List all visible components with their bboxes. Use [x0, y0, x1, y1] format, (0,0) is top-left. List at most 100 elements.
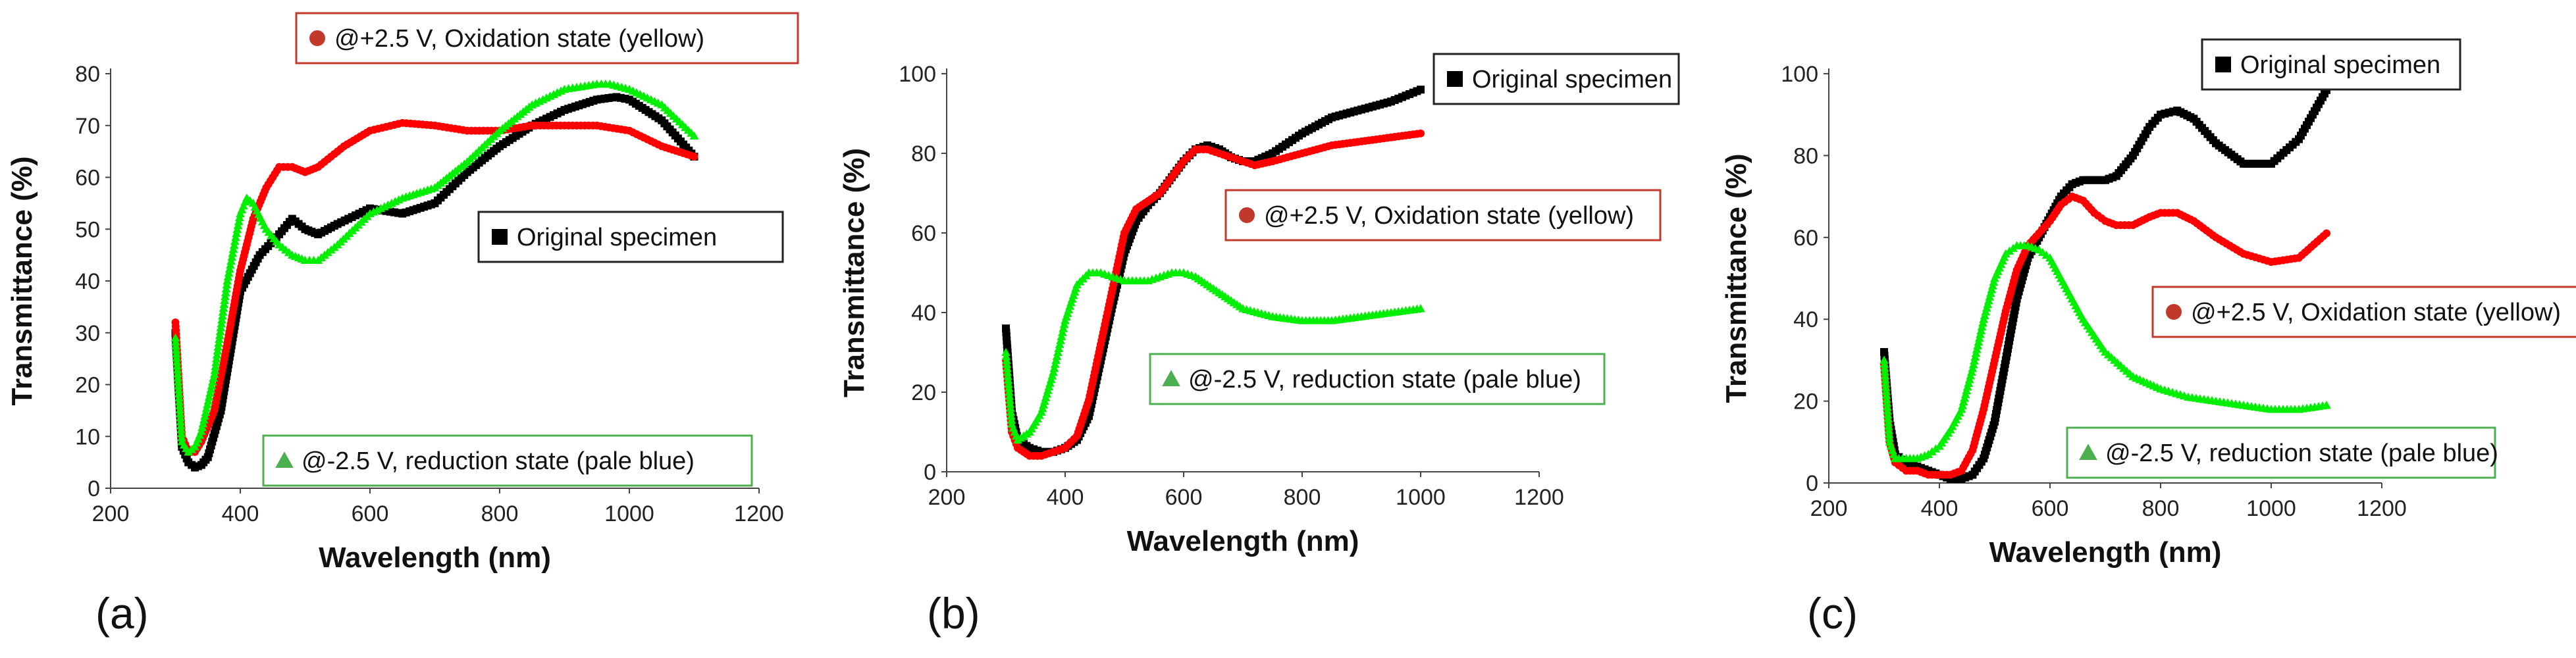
data-point: [1881, 375, 1890, 384]
legend-label: Original specimen: [1472, 66, 1672, 93]
legend-marker-triangle: [275, 451, 294, 468]
data-point: [175, 409, 185, 418]
legend-box: @-2.5 V, reduction state (pale blue): [1149, 353, 1606, 405]
data-point: [174, 393, 184, 402]
data-point: [176, 417, 186, 426]
y-tick-label: 100: [899, 62, 936, 87]
x-tick-label: 1000: [2246, 496, 2296, 521]
data-point: [1881, 382, 1891, 392]
series-circle: [1002, 129, 1425, 460]
y-tick-label: 0: [924, 460, 936, 485]
data-point: [173, 373, 183, 382]
data-point: [1004, 384, 1014, 392]
y-tick-label: 40: [75, 269, 100, 294]
series-triangle: [1001, 268, 1425, 444]
legend-frame: [2151, 286, 2576, 338]
x-tick-label: 600: [352, 501, 389, 526]
x-tick-label: 800: [481, 501, 519, 526]
data-point: [172, 361, 182, 370]
y-tick-label: 60: [911, 221, 936, 246]
data-point: [1001, 351, 1011, 361]
data-point: [1883, 418, 1893, 426]
data-point: [1005, 399, 1015, 408]
x-tick-label: 400: [1047, 485, 1084, 510]
x-tick-label: 200: [1810, 496, 1848, 521]
y-tick-label: 40: [911, 301, 936, 326]
data-point: [1003, 336, 1011, 345]
x-tick-label: 600: [2032, 496, 2069, 521]
data-point: [1879, 355, 1889, 364]
legend-marker-triangle: [2079, 443, 2097, 461]
data-point: [173, 377, 183, 386]
data-point: [175, 405, 185, 414]
data-point: [690, 153, 698, 161]
data-point: [1003, 363, 1012, 372]
data-point: [1002, 359, 1012, 368]
data-point: [173, 369, 182, 378]
legend-label: @+2.5 V, Oxidation state (yellow): [2191, 299, 2561, 326]
legend-frame: [1433, 53, 1680, 105]
legend-label: @+2.5 V, Oxidation state (yellow): [1264, 202, 1634, 230]
x-axis-title: Wavelength (nm): [1989, 536, 2222, 569]
data-point: [172, 365, 182, 374]
data-point: [176, 429, 186, 438]
chart-panel-1: 0 20 40 60 80 100 200 400 600 800 1000 1200 Waveleng…: [838, 53, 1680, 638]
panel-label: (c): [1807, 589, 1858, 638]
y-axis-title: Transmittance (%): [838, 148, 870, 397]
panel-label: (a): [95, 589, 149, 638]
legend-label: Original specimen: [2240, 51, 2440, 79]
x-axis-title: Wavelength (nm): [319, 542, 551, 574]
legend-label: @+2.5 V, Oxidation state (yellow): [334, 25, 704, 53]
data-point: [171, 345, 181, 354]
legend-marker-circle: [2166, 304, 2182, 320]
y-tick-label: 80: [1793, 143, 1818, 168]
data-point: [172, 349, 181, 358]
x-tick-label: 1200: [2357, 496, 2407, 521]
data-point: [171, 337, 180, 346]
legend-marker-square: [2215, 57, 2231, 72]
x-tick-label: 1200: [734, 501, 784, 526]
legend-label: Original specimen: [517, 224, 717, 251]
data-point: [172, 357, 182, 366]
y-tick-label: 0: [1806, 471, 1818, 496]
data-point: [1880, 367, 1890, 376]
data-point: [1883, 410, 1893, 418]
data-point: [175, 401, 184, 410]
y-tick-label: 60: [75, 166, 100, 191]
data-point: [1883, 414, 1893, 422]
data-point: [1006, 407, 1016, 416]
data-point: [171, 333, 180, 342]
x-tick-label: 400: [222, 501, 259, 526]
y-tick-label: 80: [911, 141, 936, 166]
data-point: [1005, 392, 1014, 400]
data-point: [1007, 415, 1016, 424]
panel-label: (b): [927, 589, 980, 638]
data-point: [1005, 388, 1014, 396]
data-point: [1880, 371, 1890, 380]
x-tick-label: 400: [1921, 496, 1958, 521]
x-tick-label: 600: [1165, 485, 1203, 510]
x-tick-label: 800: [2142, 496, 2180, 521]
data-point: [1417, 86, 1425, 94]
x-tick-label: 200: [928, 485, 966, 510]
y-tick-label: 30: [75, 321, 100, 346]
data-point: [1006, 403, 1015, 412]
data-point: [1881, 379, 1891, 388]
y-tick-label: 20: [75, 373, 100, 398]
legend-label: @-2.5 V, reduction state (pale blue): [2105, 440, 2498, 467]
data-point: [1001, 347, 1011, 357]
data-point: [1884, 426, 1894, 434]
legend-frame: [2066, 426, 2496, 479]
data-point: [176, 425, 186, 434]
chart-panel-0: 0 10 20 30 40 50 60 70 80 200 400 600 800 1000 1200 Wav…: [6, 12, 799, 638]
data-point: [174, 397, 184, 406]
legend-marker-circle: [1239, 207, 1255, 223]
data-point: [2323, 229, 2330, 238]
legend-box: Original specimen: [2201, 38, 2461, 91]
x-tick-label: 200: [92, 501, 130, 526]
legend-frame: [2201, 38, 2461, 91]
legend-frame: [1224, 189, 1662, 241]
y-tick-label: 50: [75, 217, 100, 242]
